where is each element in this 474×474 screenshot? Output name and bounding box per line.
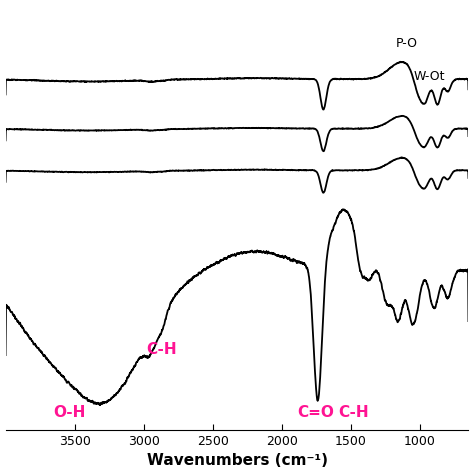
Text: O-H: O-H xyxy=(53,405,85,419)
Text: P-O: P-O xyxy=(396,37,418,50)
X-axis label: Wavenumbers (cm⁻¹): Wavenumbers (cm⁻¹) xyxy=(146,454,328,468)
Text: C-H: C-H xyxy=(338,405,369,419)
Text: W-Ot: W-Ot xyxy=(414,70,446,83)
Text: C-H: C-H xyxy=(146,342,177,357)
Text: C=O: C=O xyxy=(297,405,334,419)
